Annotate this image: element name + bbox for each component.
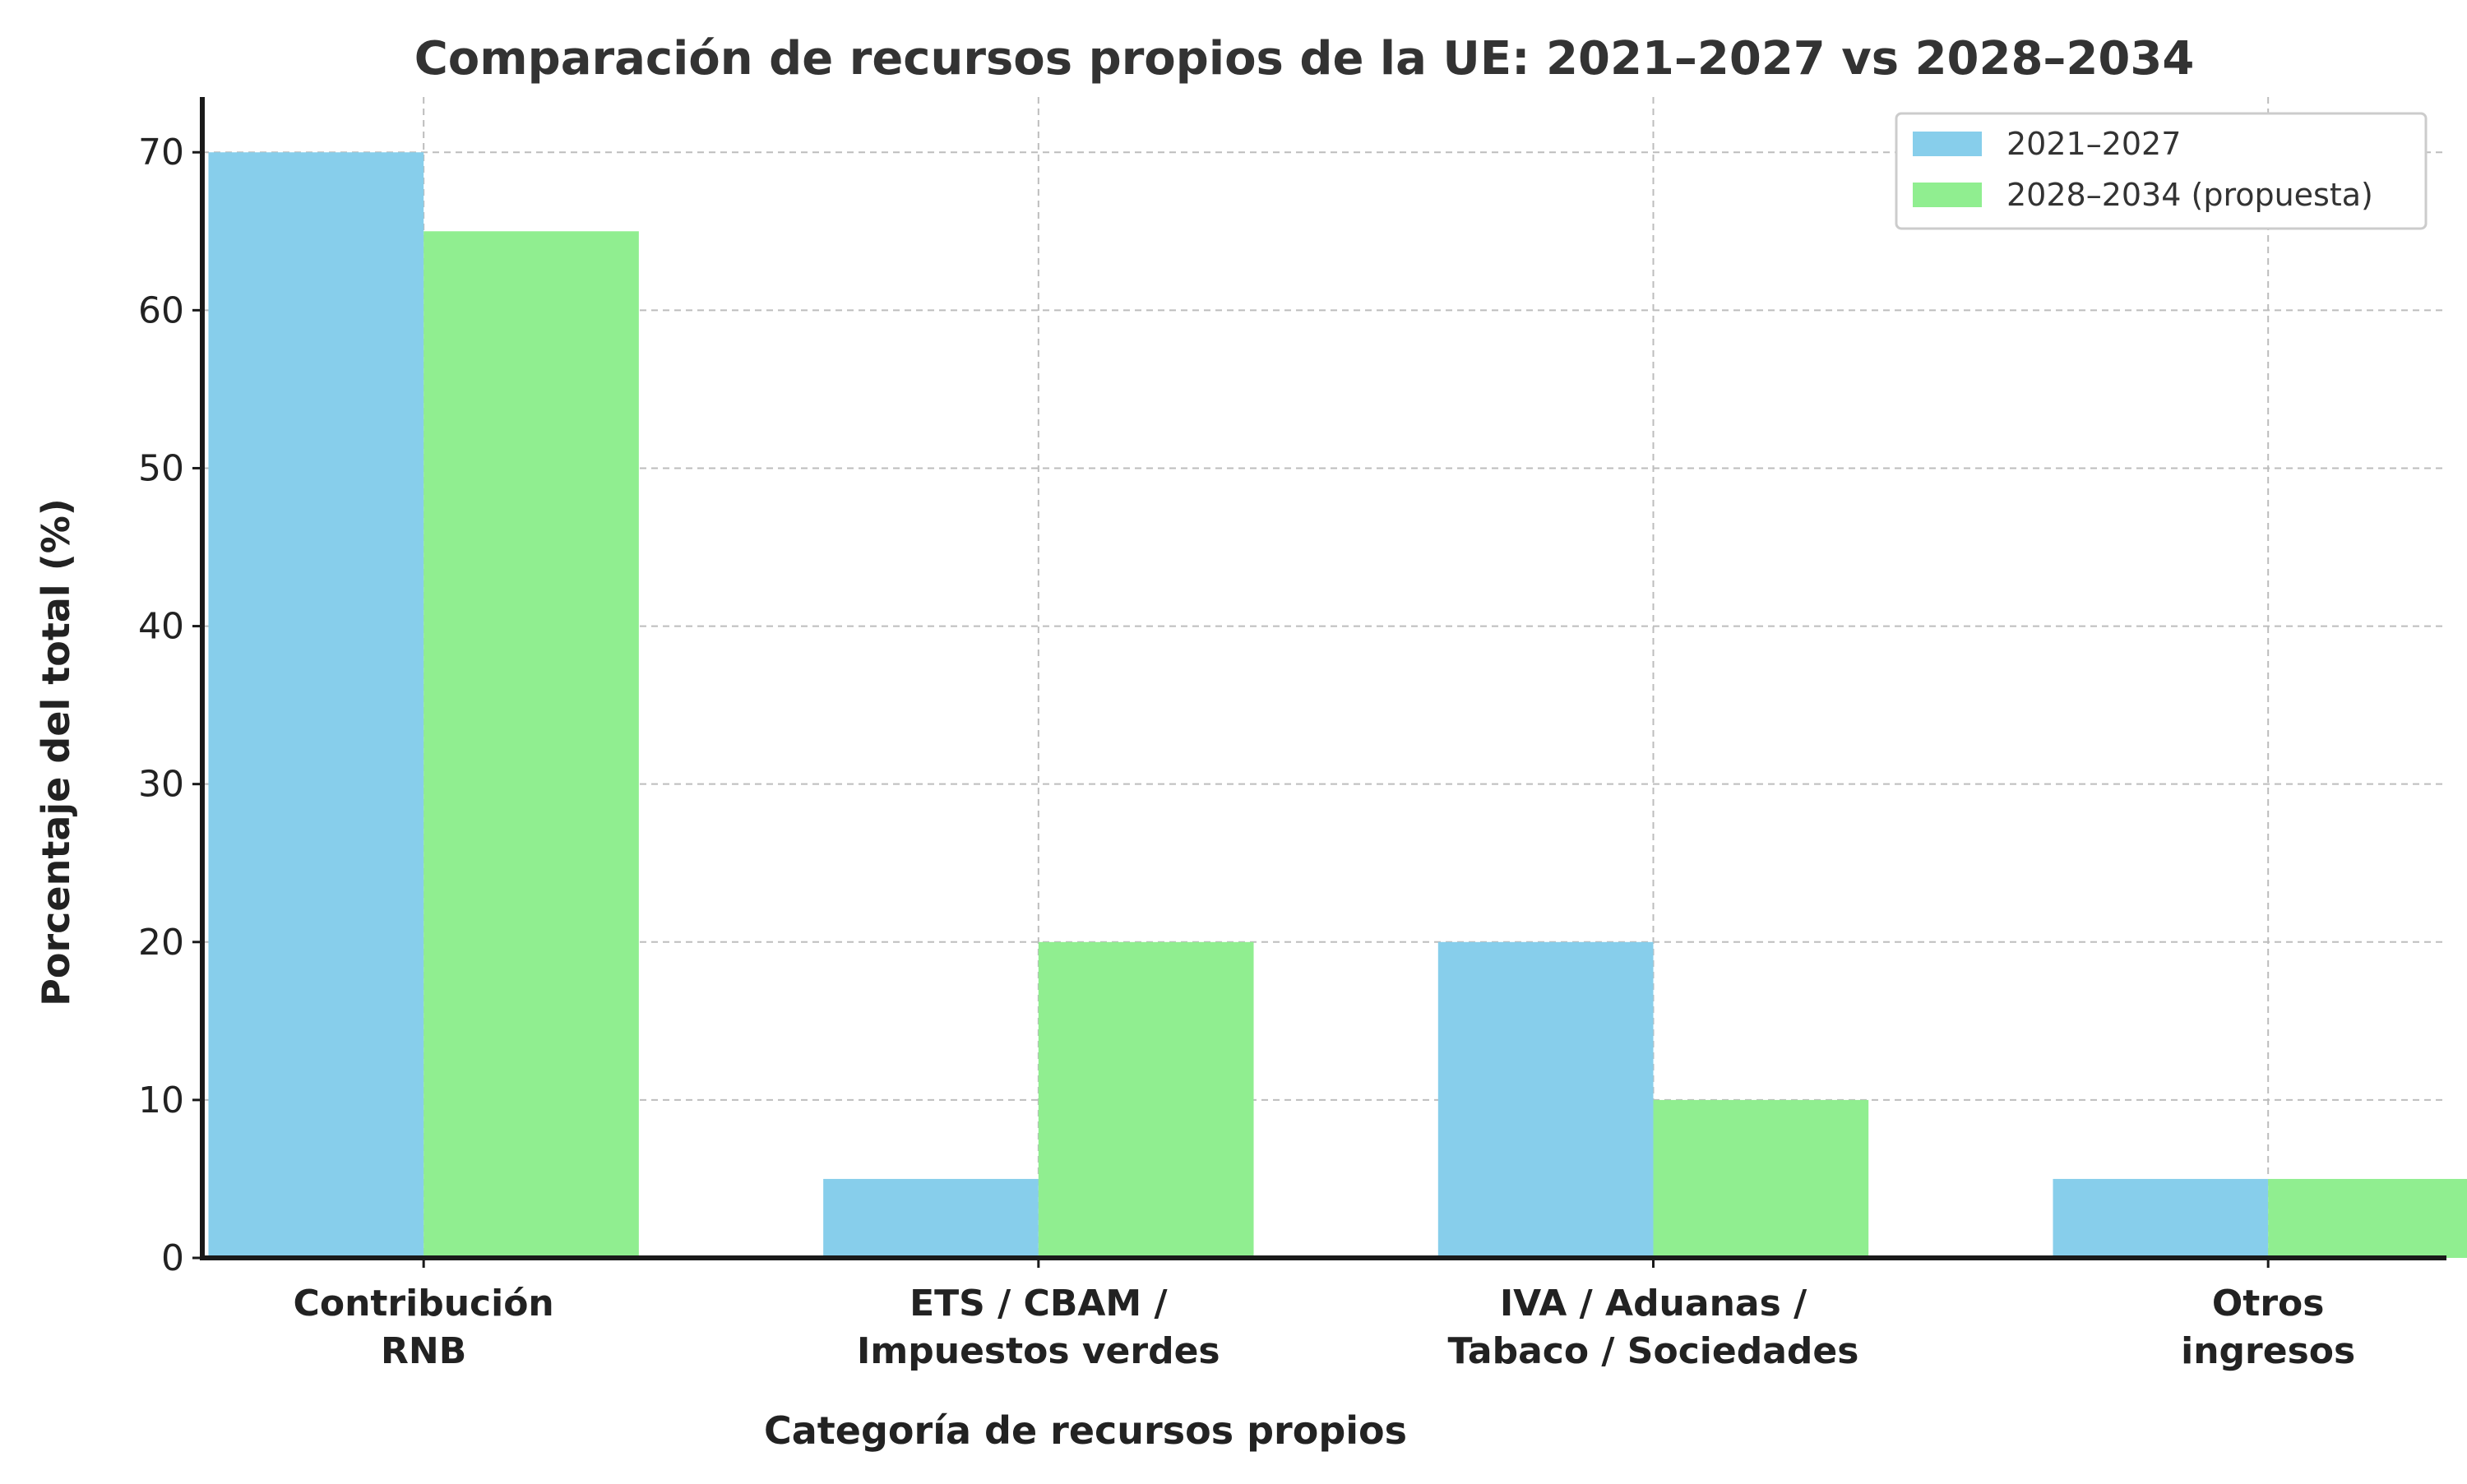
bar-2021-2027-3 xyxy=(2053,1178,2269,1258)
x-tick-label: Contribución xyxy=(294,1283,554,1325)
legend-label-2021-2027: 2021–2027 xyxy=(2006,126,2181,162)
y-axis-label: Porcentaje del total (%) xyxy=(34,498,78,1006)
legend-label-2028-2034: 2028–2034 (propuesta) xyxy=(2006,177,2373,213)
bar-2028-2034-2 xyxy=(1653,1099,1869,1258)
x-tick-label: ETS / CBAM / xyxy=(910,1283,1168,1325)
chart-title: Comparación de recursos propios de la UE… xyxy=(414,32,2195,86)
y-tick-label: 70 xyxy=(138,132,184,173)
bar-2028-2034-3 xyxy=(2268,1178,2467,1258)
bars-layer xyxy=(208,152,2467,1259)
bar-2028-2034-1 xyxy=(1038,941,1254,1258)
bar-2021-2027-2 xyxy=(1437,941,1654,1258)
ticks-layer: 0 10 20 30 40 50 60 70 Contribución RNB ETS / CBAM… xyxy=(138,132,2355,1372)
y-tick-label: 50 xyxy=(138,447,184,489)
y-tick-label: 10 xyxy=(138,1079,184,1121)
bar-2028-2034-0 xyxy=(424,231,639,1259)
x-axis-label: Categoría de recursos propios xyxy=(764,1408,1407,1453)
y-tick-label: 0 xyxy=(161,1237,184,1279)
x-tick-label: Tabaco / Sociedades xyxy=(1448,1330,1859,1372)
bar-2021-2027-1 xyxy=(823,1178,1039,1258)
y-tick-label: 40 xyxy=(138,606,184,648)
y-tick-label: 20 xyxy=(138,922,184,964)
x-tick-label: RNB xyxy=(381,1330,466,1372)
bar-2021-2027-0 xyxy=(208,152,424,1259)
legend-swatch-2021-2027 xyxy=(1913,132,1982,156)
legend-box xyxy=(1895,112,2428,230)
x-tick-label: Impuestos verdes xyxy=(857,1330,1220,1372)
x-tick-label: IVA / Aduanas / xyxy=(1500,1283,1807,1325)
y-tick-label: 30 xyxy=(138,764,184,806)
x-tick-label: ingresos xyxy=(2181,1330,2355,1372)
axes-layer xyxy=(200,97,2446,1260)
legend: 2021–2027 2028–2034 (propuesta) xyxy=(1895,112,2428,230)
x-tick-label: Otros xyxy=(2212,1283,2325,1325)
legend-swatch-2028-2034 xyxy=(1913,183,1982,207)
y-tick-label: 60 xyxy=(138,289,184,331)
